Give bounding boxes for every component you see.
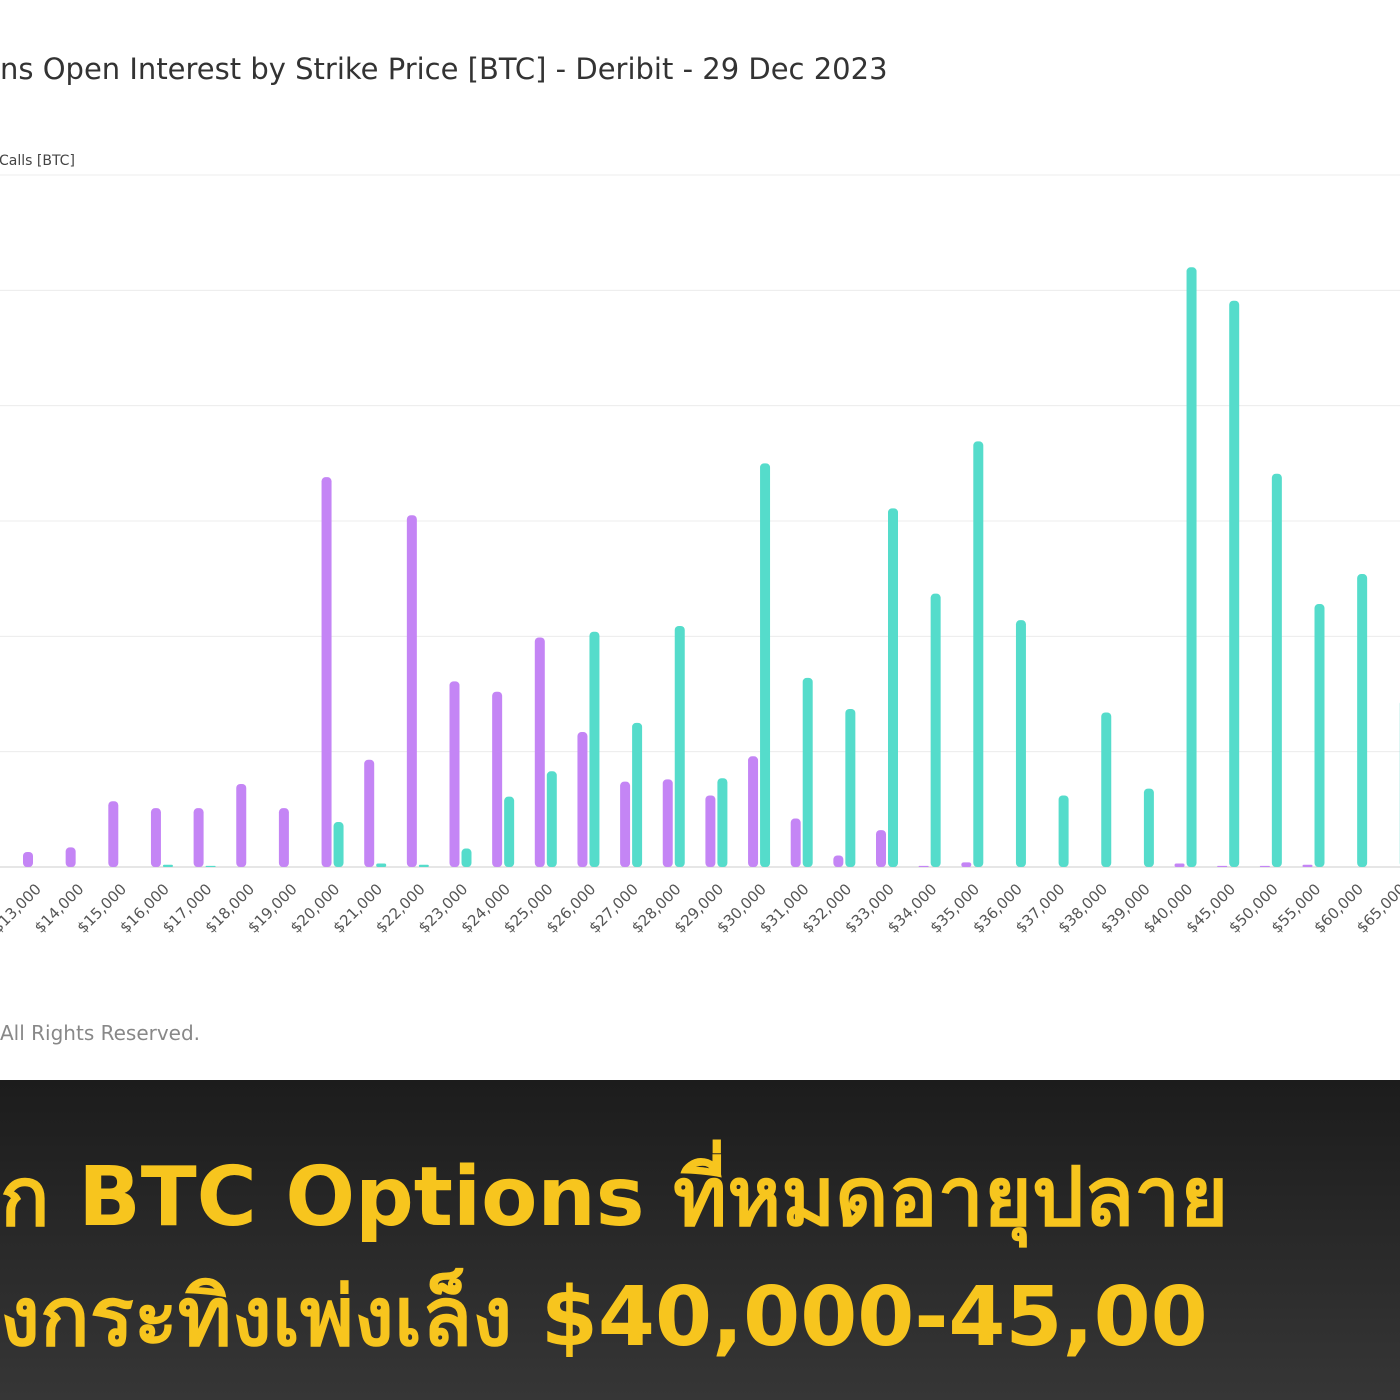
- bar: [1015, 620, 1026, 867]
- bar: [504, 796, 515, 867]
- bar: [1101, 712, 1112, 867]
- bar: [620, 781, 631, 867]
- bar: [1229, 300, 1240, 867]
- bar: [406, 515, 417, 867]
- bar: [748, 756, 759, 867]
- bar: [1357, 574, 1368, 867]
- bar: [973, 441, 984, 867]
- bar: [717, 778, 728, 867]
- bar: [193, 808, 204, 867]
- bar: [876, 830, 886, 867]
- bar: [1302, 864, 1313, 867]
- bar: [492, 691, 503, 867]
- bar: [1058, 795, 1069, 867]
- bar: [23, 852, 33, 867]
- banner-line: ก BTC Options ที่หมดอายุปลาย: [0, 1139, 1228, 1248]
- bar: [918, 865, 929, 867]
- bar: [589, 631, 600, 867]
- bar: [833, 855, 844, 867]
- bar: [150, 808, 161, 867]
- bar: [1271, 473, 1282, 867]
- bar: [577, 732, 588, 867]
- bar: [65, 847, 76, 867]
- bar: [705, 795, 716, 867]
- bar: [1174, 863, 1185, 867]
- bar: [205, 865, 216, 867]
- bar: [534, 637, 545, 867]
- bar: [418, 864, 429, 867]
- bar: [364, 759, 375, 867]
- bar: [930, 593, 941, 867]
- bar: [961, 862, 972, 867]
- chart-title: ns Open Interest by Strike Price [BTC] -…: [0, 52, 888, 86]
- bar: [802, 677, 813, 867]
- bar: [662, 779, 673, 867]
- bar: [333, 822, 344, 867]
- bar: [1186, 267, 1197, 867]
- bar: [674, 625, 685, 867]
- bar: [1143, 788, 1154, 867]
- bar: [546, 771, 557, 867]
- footer: All Rights Reserved.: [0, 1021, 200, 1045]
- bar: [1217, 865, 1228, 867]
- bar: [845, 708, 856, 867]
- bar: [790, 818, 801, 867]
- bar: [278, 808, 289, 867]
- bar: [376, 863, 387, 867]
- bar: [1259, 865, 1270, 867]
- bar: [162, 864, 173, 867]
- banner: [0, 1080, 1400, 1400]
- bar: [449, 681, 460, 867]
- bar: [632, 722, 643, 867]
- bar: [236, 783, 247, 867]
- bar: [321, 477, 332, 867]
- bar: [108, 801, 119, 867]
- bar: [1314, 604, 1325, 867]
- banner-line: งกระทิงเพ่งเล็ง $40,000-45,00: [0, 1267, 1208, 1365]
- chart-background: [0, 0, 1400, 1080]
- bar: [760, 463, 771, 867]
- bar: [888, 508, 898, 867]
- bar: [461, 848, 472, 867]
- legend-label: Calls [BTC]: [0, 153, 75, 169]
